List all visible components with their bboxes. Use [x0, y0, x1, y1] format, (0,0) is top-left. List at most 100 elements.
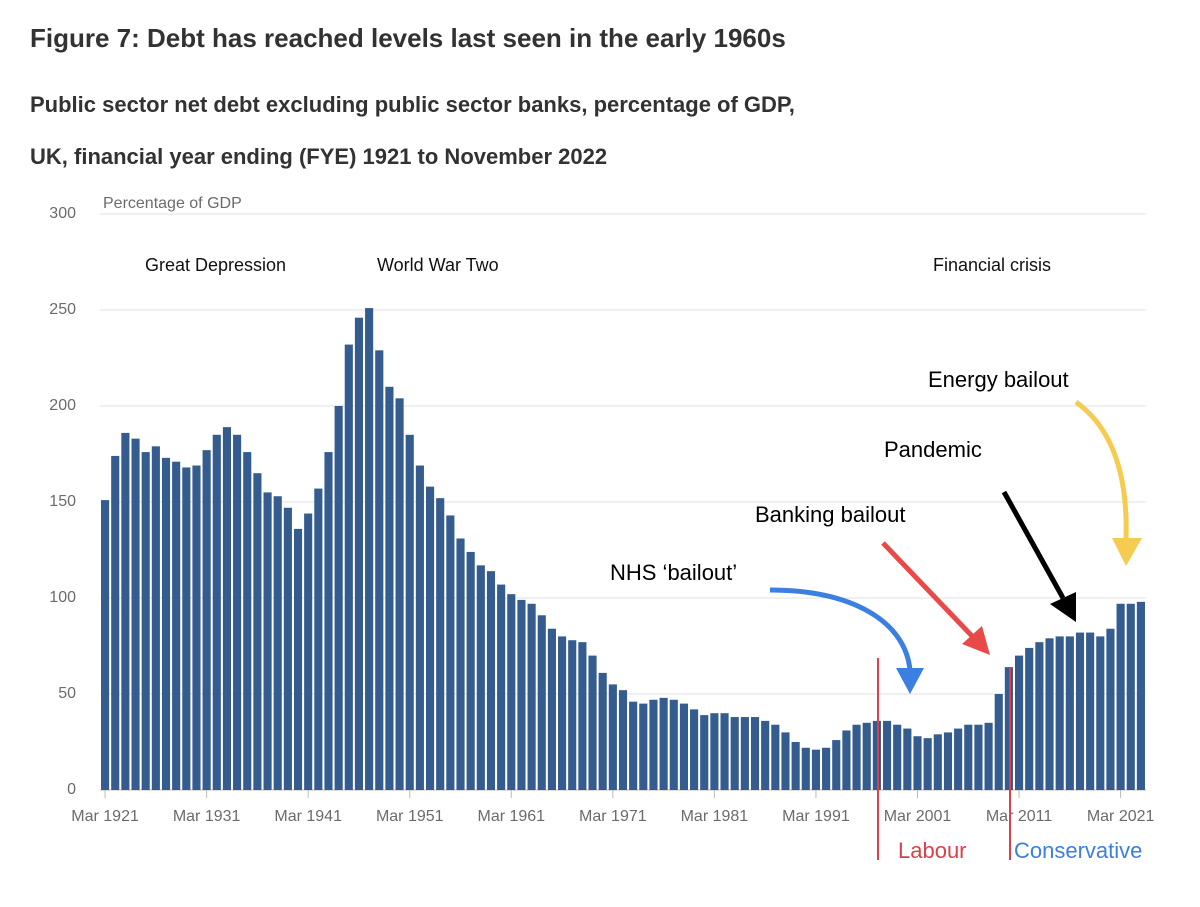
y-tick-label: 200 — [49, 397, 76, 414]
bar — [730, 717, 739, 790]
bar — [263, 492, 272, 790]
bar — [761, 720, 770, 790]
bar — [517, 599, 526, 790]
bar — [649, 699, 658, 790]
bar — [639, 703, 648, 790]
bar — [578, 642, 587, 790]
x-tick-label: Mar 1941 — [274, 808, 342, 825]
bar — [111, 455, 120, 790]
x-tick-label: Mar 1951 — [376, 808, 444, 825]
arrow-head — [1050, 592, 1076, 622]
bar — [161, 457, 171, 790]
bar — [1025, 647, 1034, 790]
annotation: Financial crisis — [933, 255, 1051, 275]
bar — [304, 513, 313, 790]
annotation: Energy bailout — [928, 367, 1069, 392]
subtitle: UK, financial year ending (FYE) 1921 to … — [30, 144, 607, 169]
bar — [994, 694, 1003, 790]
bar — [842, 730, 851, 790]
x-tick-label: Mar 2001 — [884, 808, 952, 825]
bar — [507, 594, 516, 790]
bar — [893, 724, 902, 790]
bar — [974, 724, 983, 790]
arrow-head — [1112, 538, 1142, 566]
bar — [466, 551, 475, 790]
bar — [801, 747, 810, 790]
x-tick-label: Mar 1961 — [477, 808, 545, 825]
y-tick-label: 300 — [49, 205, 76, 222]
x-tick-label: Mar 1931 — [173, 808, 241, 825]
bar — [690, 709, 699, 790]
bar — [862, 722, 871, 790]
bar — [720, 713, 729, 790]
bar — [375, 350, 384, 790]
annotation: World War Two — [377, 255, 499, 275]
bar — [740, 717, 749, 790]
bar — [618, 690, 628, 790]
bar — [365, 308, 374, 790]
arrow — [1001, 490, 1066, 600]
bar — [791, 742, 800, 790]
bar — [913, 736, 922, 790]
bar — [832, 740, 841, 790]
bar — [710, 713, 719, 790]
y-tick-label: 50 — [58, 685, 76, 702]
bar — [669, 699, 678, 790]
bar — [537, 615, 546, 790]
bar — [629, 701, 638, 790]
x-tick-label: Mar 1991 — [782, 808, 850, 825]
bar — [771, 724, 780, 790]
bar — [1106, 628, 1115, 790]
bar — [527, 603, 536, 790]
plot: 0 50 100 150 200 250 300 Mar 1921 Mar 1931 Mar 19… — [49, 205, 1154, 825]
bar — [943, 732, 953, 790]
bar — [933, 734, 942, 790]
bar — [415, 465, 424, 790]
bar — [822, 747, 831, 790]
arrow-head — [896, 668, 924, 694]
bar — [568, 640, 577, 790]
bar — [852, 724, 861, 790]
annotation: Pandemic — [884, 437, 982, 462]
bar — [324, 452, 333, 790]
bar — [872, 720, 881, 790]
bar — [964, 724, 973, 790]
bar — [283, 507, 292, 790]
bar — [923, 738, 932, 790]
bar — [121, 432, 130, 790]
bar — [497, 584, 506, 790]
bar — [1075, 632, 1085, 790]
arrow — [769, 587, 913, 671]
bar — [598, 672, 607, 790]
bar — [547, 628, 556, 790]
bar — [395, 398, 404, 790]
x-tick-label: Mar 1981 — [681, 808, 749, 825]
bar — [253, 473, 262, 790]
bar — [781, 732, 790, 790]
bar — [558, 636, 567, 790]
arrow — [881, 541, 974, 638]
bar — [1086, 632, 1095, 790]
bar — [273, 496, 282, 790]
bar — [659, 697, 668, 790]
bar — [436, 498, 445, 790]
bar — [425, 486, 435, 790]
bar — [385, 386, 394, 790]
bar — [344, 344, 353, 790]
bar — [486, 571, 496, 790]
chart-title: Figure 7: Debt has reached levels last s… — [30, 23, 786, 53]
bar — [750, 717, 760, 790]
bar — [101, 500, 110, 790]
bar — [456, 538, 465, 790]
bar — [700, 715, 709, 790]
arrows — [769, 399, 1142, 860]
bar — [608, 684, 617, 790]
bar — [679, 703, 688, 790]
bar — [233, 434, 242, 790]
bar — [212, 434, 221, 790]
bar — [202, 450, 211, 790]
bar — [314, 488, 323, 790]
bar — [984, 722, 993, 790]
bar — [476, 565, 485, 790]
